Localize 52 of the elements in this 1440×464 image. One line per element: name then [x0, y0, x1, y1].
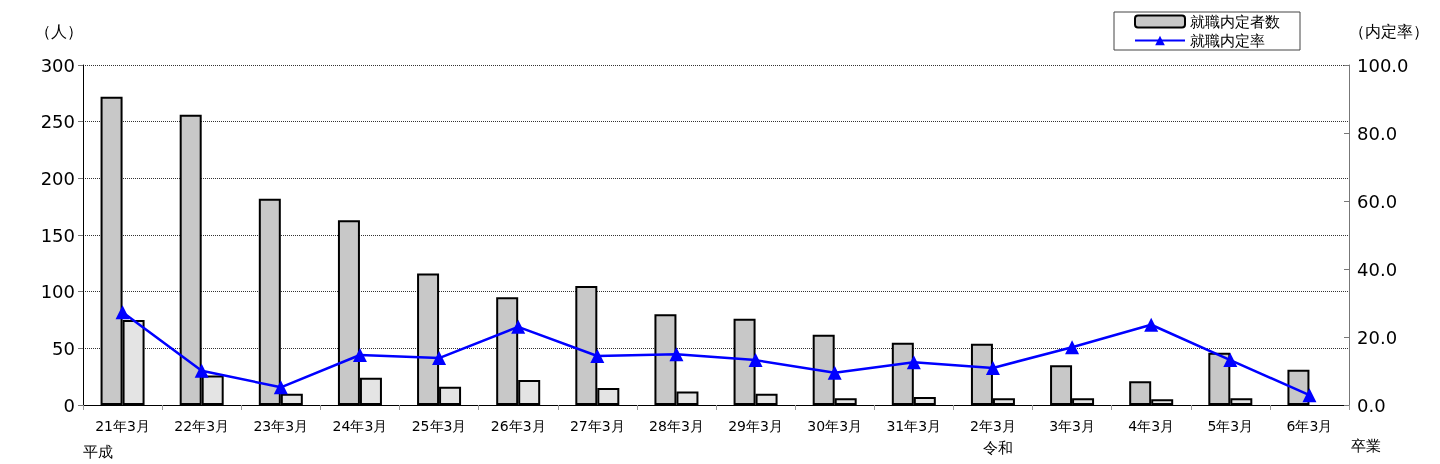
point	[748, 353, 763, 368]
y2-tick-label: 80.0	[1357, 122, 1398, 144]
x-tick-label: 26年3月	[490, 418, 546, 434]
x-tick-label: 4年3月	[1128, 418, 1175, 434]
point	[352, 348, 367, 363]
legend-label: 就職内定率	[1190, 31, 1265, 50]
y-axis-title: （人）	[35, 21, 83, 41]
x-tick-label: 21年3月	[95, 418, 150, 434]
point	[827, 365, 842, 380]
point	[194, 363, 209, 378]
x-tick-label: 24年3月	[332, 418, 388, 434]
x-tick-label: 5年3月	[1207, 418, 1254, 434]
y-tick-label: 0	[63, 394, 75, 416]
x-tick-label: 30年3月	[807, 418, 863, 434]
y2-tick-label: 0.0	[1357, 394, 1386, 416]
point	[511, 319, 526, 334]
point	[1223, 353, 1238, 368]
y2-axis-title: （内定率）	[1349, 21, 1429, 41]
point	[590, 349, 605, 364]
point	[906, 355, 921, 370]
y-tick-label: 150	[40, 224, 75, 246]
x-tick-label: 3年3月	[1049, 418, 1095, 434]
y-tick-label: 200	[40, 167, 75, 189]
point	[985, 360, 1000, 375]
x-tick-label: 27年3月	[569, 418, 625, 434]
point	[273, 380, 288, 395]
text: 令和	[983, 438, 1013, 457]
text: 卒業	[1351, 436, 1381, 455]
x-tick-label: 2年3月	[970, 418, 1016, 434]
x-tick-label: 25年3月	[411, 418, 467, 434]
x-tick-label: 22年3月	[174, 418, 230, 434]
point	[1065, 340, 1080, 355]
x-tick-label: 23年3月	[253, 418, 309, 434]
y2-tick-label: 20.0	[1357, 326, 1398, 348]
y-tick-label: 100	[40, 281, 75, 303]
point	[1144, 317, 1159, 332]
y-tick-label: 300	[40, 54, 75, 76]
y-tick-label: 50	[52, 337, 75, 359]
x-tick-label: 28年3月	[649, 418, 704, 434]
point	[432, 351, 447, 366]
y2-tick-label: 100.0	[1357, 54, 1409, 76]
x-tick-label: 6年3月	[1286, 418, 1333, 434]
y2-tick-label: 60.0	[1357, 190, 1398, 212]
point	[1302, 388, 1317, 403]
point	[669, 347, 684, 362]
legend-label: 就職内定者数	[1190, 12, 1280, 31]
x-tick-label: 31年3月	[886, 418, 942, 434]
x-tick-label: 29年3月	[728, 418, 783, 434]
text: 平成	[83, 442, 113, 461]
y2-tick-label: 40.0	[1357, 258, 1398, 280]
y-tick-label: 250	[40, 111, 75, 133]
point	[115, 305, 130, 320]
